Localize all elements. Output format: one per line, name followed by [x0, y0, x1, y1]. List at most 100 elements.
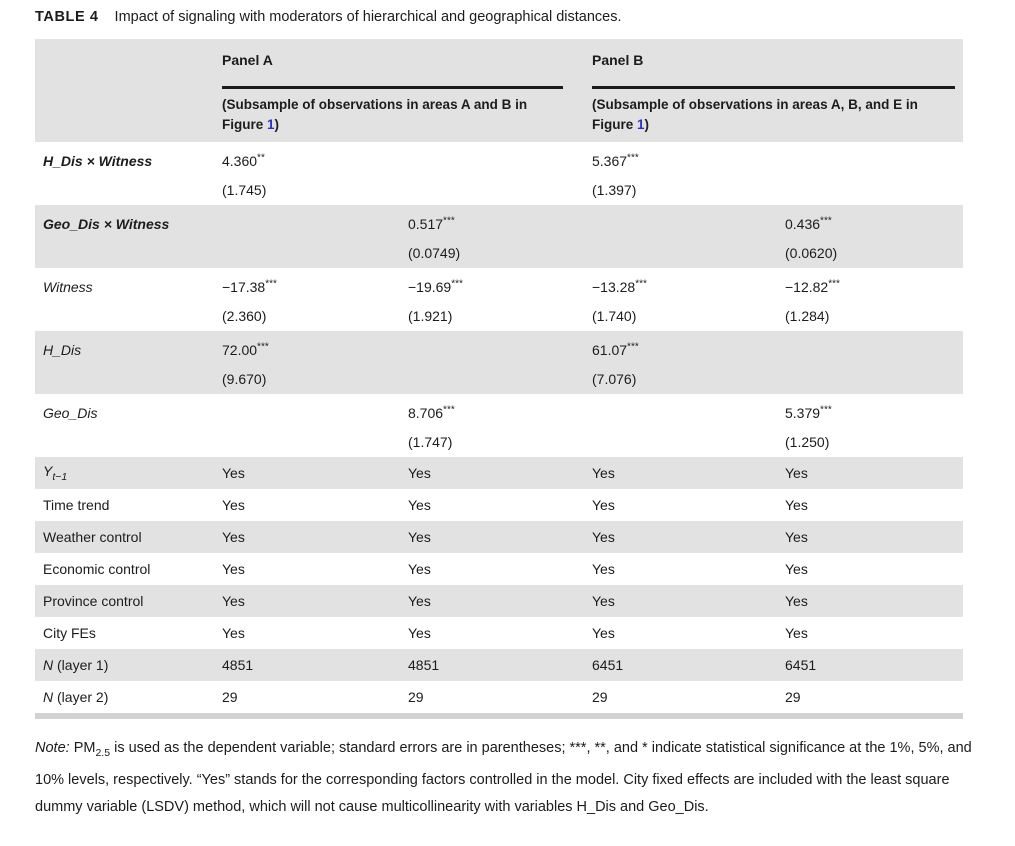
coefficient: 0.517*** [408, 215, 455, 232]
panel-a-label: Panel A [222, 52, 273, 68]
standard-error: (0.0620) [785, 245, 838, 261]
value-cell: 5.379*** (1.250) [785, 394, 963, 457]
cell-value: Yes [222, 561, 245, 577]
cell-value: Yes [785, 561, 808, 577]
figure-1-link[interactable]: 1 [637, 117, 645, 132]
table-row: Witness −17.38*** (2.360) −19.69*** (1.9… [35, 268, 963, 331]
coefficient: −19.69*** [408, 278, 463, 295]
significance-stars: *** [627, 341, 639, 353]
note-label: Note: [35, 740, 70, 756]
coefficient [222, 394, 408, 422]
cell-value: 6451 [785, 657, 817, 673]
row-label: Weather control [43, 529, 142, 545]
significance-stars: *** [443, 215, 455, 227]
row-label: City FEs [43, 625, 96, 641]
table-row: Geo_Dis 8.706*** (1.747) 5.379*** (1.250… [35, 394, 963, 457]
cell-value: Yes [408, 465, 431, 481]
panel-a-subtitle: (Subsample of observations in areas A an… [222, 95, 563, 135]
panel-b-subtitle-close: ) [644, 117, 650, 132]
cell-value: Yes [592, 465, 615, 481]
standard-error: (1.740) [592, 308, 637, 324]
value-cell [785, 331, 963, 394]
panel-b-subtitle-text: (Subsample of observations in areas A, B… [592, 97, 918, 132]
cell-value: Yes [592, 593, 615, 609]
value-cell [592, 394, 785, 457]
cell-value: Yes [408, 497, 431, 513]
table-title-text: Impact of signaling with moderators of h… [114, 9, 622, 25]
standard-error: (1.747) [408, 434, 453, 450]
standard-error [592, 233, 785, 245]
cell-value: 29 [408, 689, 424, 705]
value-cell: 72.00*** (9.670) [222, 331, 408, 394]
standard-error: (0.0749) [408, 245, 461, 261]
table-row: City FEs Yes Yes Yes Yes [35, 617, 963, 649]
standard-error [222, 233, 408, 245]
row-label: N (layer 2) [43, 689, 109, 705]
cell-value: Yes [408, 625, 431, 641]
cell-value: 4851 [222, 657, 254, 673]
table-number: TABLE 4 [35, 9, 99, 25]
row-label: Time trend [43, 497, 110, 513]
standard-error [222, 422, 408, 434]
header-label-spacer [35, 52, 222, 142]
value-cell [222, 394, 408, 457]
figure-1-link[interactable]: 1 [267, 117, 275, 132]
significance-stars: *** [820, 215, 832, 227]
table-row: N (layer 1) 4851 4851 6451 6451 [35, 649, 963, 681]
value-cell: 8.706*** (1.747) [408, 394, 592, 457]
panel-b-header: Panel B (Subsample of observations in ar… [592, 52, 963, 142]
coefficient: 61.07*** [592, 341, 639, 358]
cell-value: Yes [408, 561, 431, 577]
standard-error: (7.076) [592, 371, 637, 387]
note-pm-subscript: 2.5 [95, 746, 111, 759]
standard-error [785, 170, 963, 182]
value-cell [408, 142, 592, 205]
note-body: is used as the dependent variable; stand… [35, 740, 972, 815]
panel-b-rule [592, 86, 955, 89]
standard-error: (1.284) [785, 308, 830, 324]
row-label: Economic control [43, 561, 151, 577]
value-cell: −12.82*** (1.284) [785, 268, 963, 331]
panel-a-subtitle-text: (Subsample of observations in areas A an… [222, 97, 528, 132]
label-subscript: t−1 [52, 470, 68, 483]
table-bottom-rule [35, 713, 963, 719]
panel-b-label: Panel B [592, 52, 644, 68]
value-cell: 5.367*** (1.397) [592, 142, 785, 205]
standard-error: (9.670) [222, 371, 267, 387]
row-label: Yt−1 [43, 463, 68, 483]
results-table: Panel A (Subsample of observations in ar… [35, 39, 963, 719]
cell-value: Yes [785, 529, 808, 545]
cell-value: Yes [408, 529, 431, 545]
cell-value: Yes [785, 497, 808, 513]
cell-value: Yes [222, 497, 245, 513]
value-cell [592, 205, 785, 268]
row-label: N (layer 1) [43, 657, 109, 673]
table-row: H_Dis 72.00*** (9.670) 61.07*** (7.076) [35, 331, 963, 394]
table-row: N (layer 2) 29 29 29 29 [35, 681, 963, 713]
value-cell: 0.517*** (0.0749) [408, 205, 592, 268]
cell-value: Yes [592, 497, 615, 513]
standard-error [785, 359, 963, 371]
cell-value: Yes [408, 593, 431, 609]
row-label: Province control [43, 593, 144, 609]
value-cell: 0.436*** (0.0620) [785, 205, 963, 268]
coefficient [785, 142, 963, 170]
coefficient [592, 205, 785, 233]
significance-stars: *** [257, 341, 269, 353]
value-cell [408, 331, 592, 394]
table-row: Yt−1 Yes Yes Yes Yes [35, 457, 963, 489]
table-caption: TABLE 4 Impact of signaling with moderato… [35, 9, 1015, 29]
table-row: Province control Yes Yes Yes Yes [35, 585, 963, 617]
row-label: Geo_Dis [43, 405, 98, 421]
cell-value: 6451 [592, 657, 624, 673]
cell-value: 29 [222, 689, 238, 705]
cell-value: Yes [222, 465, 245, 481]
standard-error: (2.360) [222, 308, 267, 324]
cell-value: Yes [785, 465, 808, 481]
coefficient [408, 142, 592, 170]
table-row: Time trend Yes Yes Yes Yes [35, 489, 963, 521]
coefficient [785, 331, 963, 359]
standard-error [408, 170, 592, 182]
standard-error [592, 422, 785, 434]
coefficient: 8.706*** [408, 404, 455, 421]
